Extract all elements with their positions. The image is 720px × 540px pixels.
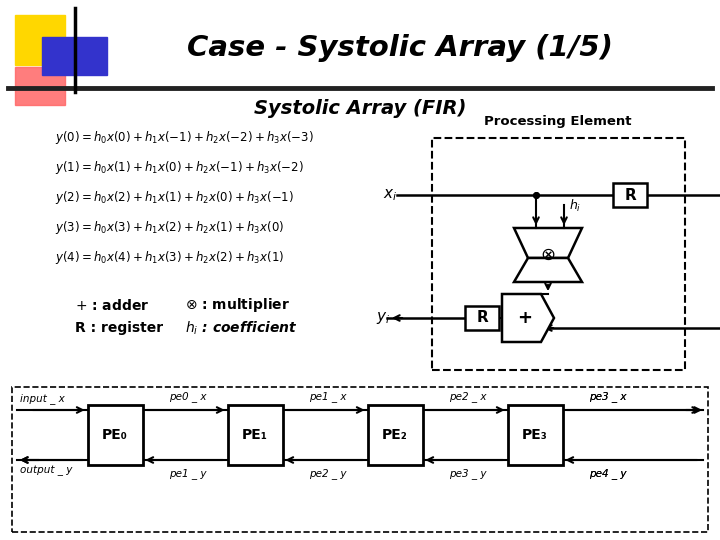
Text: PE₀: PE₀: [102, 428, 128, 442]
Bar: [613, 183, 647, 207]
Bar: [12, 387, 708, 532]
Text: pe3 _ x: pe3 _ x: [589, 391, 626, 402]
Text: PE₁: PE₁: [242, 428, 268, 442]
Text: pe2 _ y: pe2 _ y: [309, 468, 346, 479]
Bar: [15, 15, 65, 65]
Text: pe4 _ y: pe4 _ y: [589, 468, 626, 479]
Text: $y_i$: $y_i$: [376, 310, 390, 326]
Text: R : register: R : register: [75, 321, 163, 335]
Bar: [15, 67, 65, 105]
Bar: [432, 138, 685, 370]
Text: output _ y: output _ y: [20, 466, 73, 476]
Text: +: +: [518, 309, 533, 327]
Text: PE₃: PE₃: [522, 428, 548, 442]
Text: $h_i$: $h_i$: [569, 198, 581, 214]
Text: R: R: [624, 187, 636, 202]
Text: pe4 _ y: pe4 _ y: [589, 468, 626, 479]
Text: pe1 _ x: pe1 _ x: [309, 391, 346, 402]
Text: pe3 _ x: pe3 _ x: [589, 391, 626, 402]
Polygon shape: [514, 258, 582, 282]
Text: $y(2) = h_0x(2) + h_1x(1) + h_2x(0) + h_3x(-1)$: $y(2) = h_0x(2) + h_1x(1) + h_2x(0) + h_…: [55, 190, 294, 206]
Text: $y(0) = h_0x(0) + h_1x(-1) + h_2x(-2) + h_3x(-3)$: $y(0) = h_0x(0) + h_1x(-1) + h_2x(-2) + …: [55, 130, 314, 146]
Text: $+$ : adder: $+$ : adder: [75, 298, 149, 313]
Polygon shape: [514, 228, 582, 258]
Text: Case - Systolic Array (1/5): Case - Systolic Array (1/5): [187, 34, 613, 62]
Text: Systolic Array (FIR): Systolic Array (FIR): [254, 98, 466, 118]
Text: input _ x: input _ x: [20, 393, 65, 404]
Text: PE₂: PE₂: [382, 428, 408, 442]
Bar: [228, 405, 282, 465]
Text: $y(3) = h_0x(3) + h_1x(2) + h_2x(1) + h_3x(0)$: $y(3) = h_0x(3) + h_1x(2) + h_2x(1) + h_…: [55, 219, 284, 237]
Text: $\otimes$: $\otimes$: [540, 246, 556, 264]
Text: $y(1) = h_0x(1) + h_1x(0) + h_2x(-1) + h_3x(-2)$: $y(1) = h_0x(1) + h_1x(0) + h_2x(-1) + h…: [55, 159, 304, 177]
Text: pe1 _ y: pe1 _ y: [168, 468, 206, 479]
Text: pe2 _ x: pe2 _ x: [449, 391, 486, 402]
Text: $\otimes$ : multiplier: $\otimes$ : multiplier: [185, 296, 290, 314]
Text: pe3 _ y: pe3 _ y: [449, 468, 486, 479]
Polygon shape: [502, 294, 554, 342]
Text: R: R: [476, 310, 488, 326]
Text: $y(4) = h_0x(4) + h_1x(3) + h_2x(2) + h_3x(1)$: $y(4) = h_0x(4) + h_1x(3) + h_2x(2) + h_…: [55, 249, 284, 267]
Text: $x_i$: $x_i$: [382, 187, 397, 203]
Bar: [465, 306, 499, 330]
Text: Processing Element: Processing Element: [485, 116, 631, 129]
Bar: [508, 405, 562, 465]
Text: pe0 _ x: pe0 _ x: [168, 391, 206, 402]
Text: $h_i$ : coefficient: $h_i$ : coefficient: [185, 319, 297, 337]
Bar: [367, 405, 423, 465]
Bar: [88, 405, 143, 465]
Bar: [42, 37, 107, 75]
